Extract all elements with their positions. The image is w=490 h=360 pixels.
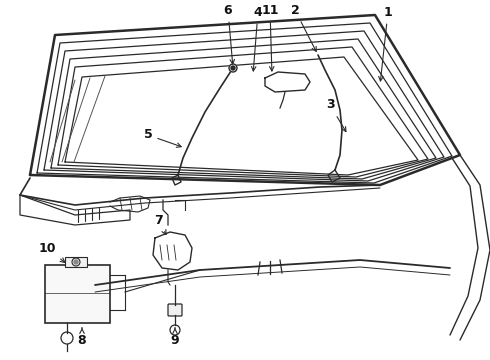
Text: 6: 6 (224, 4, 235, 64)
Text: 9: 9 (171, 328, 179, 346)
Text: 8: 8 (78, 328, 86, 346)
Circle shape (74, 260, 78, 264)
Text: 11: 11 (261, 4, 279, 71)
FancyBboxPatch shape (168, 304, 182, 316)
Circle shape (231, 66, 235, 70)
Text: 7: 7 (154, 213, 166, 234)
Text: 2: 2 (291, 4, 316, 51)
Text: 3: 3 (326, 99, 346, 131)
Text: 10: 10 (38, 242, 65, 262)
Text: 5: 5 (144, 129, 181, 147)
Text: 4: 4 (251, 5, 262, 71)
Bar (45, 265, 110, 323)
Text: 1: 1 (379, 5, 392, 81)
Circle shape (229, 64, 237, 72)
Bar (65, 257, 87, 267)
